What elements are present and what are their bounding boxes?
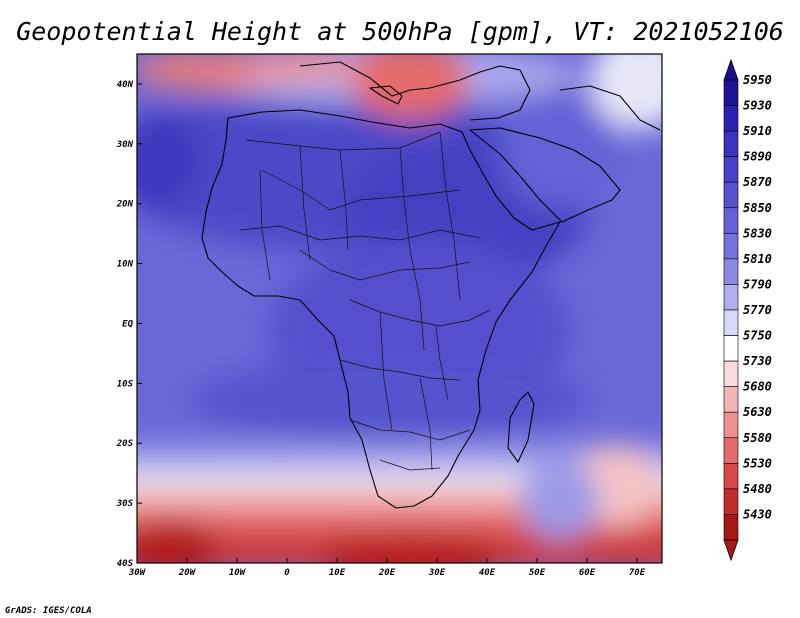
colorbar-label: 5750 bbox=[743, 329, 772, 343]
colorbar-swatch bbox=[723, 181, 739, 209]
country-borders bbox=[239, 131, 491, 471]
lat-tick-label: 10N bbox=[117, 260, 134, 270]
grads-credit: GrADS: IGES/COLA bbox=[5, 606, 92, 616]
lon-tick-label: 10E bbox=[329, 568, 346, 578]
lat-tick-label: 20N bbox=[116, 200, 134, 210]
colorbar-swatch bbox=[723, 105, 739, 132]
lat-tick-label: EQ bbox=[122, 319, 133, 329]
colorbar-label: 5770 bbox=[743, 303, 772, 317]
colorbar: 5950 5930 5910 5890 5870 5850 5830 5810 5790 5770… bbox=[723, 58, 772, 562]
colorbar-label: 5430 bbox=[743, 507, 772, 521]
colorbar-swatch bbox=[723, 463, 739, 490]
colorbar-label: 5870 bbox=[743, 175, 772, 189]
colorbar-label: 5830 bbox=[743, 226, 772, 240]
colorbar-label: 5810 bbox=[743, 252, 772, 266]
colorbar-label: 5790 bbox=[743, 277, 772, 291]
colorbar-swatch bbox=[723, 360, 739, 387]
colorbar-swatch bbox=[723, 233, 739, 260]
colorbar-label: 5850 bbox=[743, 201, 772, 215]
lon-tick-label: 30W bbox=[128, 568, 147, 578]
lon-tick-label: 0 bbox=[284, 568, 290, 578]
lon-tick-label: 60E bbox=[579, 568, 596, 578]
lat-tick-label: 40N bbox=[117, 80, 134, 90]
colorbar-swatch bbox=[723, 207, 739, 234]
colorbar-label: 5480 bbox=[743, 482, 772, 496]
longitude-axis: 30W 20W 10W 0 10E 20E 30E 40E 50E 60E 70E bbox=[128, 558, 646, 578]
lat-tick-label: 30N bbox=[116, 140, 134, 150]
colorbar-swatch bbox=[723, 514, 739, 541]
colorbar-label: 5930 bbox=[743, 99, 772, 113]
colorbar-label: 5730 bbox=[743, 354, 772, 368]
colorbar-swatch bbox=[723, 437, 739, 464]
lon-tick-label: 70E bbox=[629, 568, 646, 578]
colorbar-label: 5890 bbox=[743, 150, 772, 164]
colorbar-label: 5580 bbox=[743, 431, 772, 445]
chart-title: Geopotential Height at 500hPa [gpm], VT:… bbox=[16, 17, 784, 46]
lat-tick-label: 20S bbox=[116, 439, 134, 449]
lon-tick-label: 20W bbox=[178, 568, 197, 578]
coastlines bbox=[201, 61, 661, 509]
lon-tick-label: 50E bbox=[529, 568, 546, 578]
plot-frame bbox=[136, 53, 663, 564]
colorbar-swatch bbox=[723, 130, 739, 157]
colorbar-label: 5680 bbox=[743, 380, 772, 394]
colorbar-swatch bbox=[723, 335, 739, 362]
colorbar-swatch bbox=[723, 284, 739, 311]
colorbar-label: 5630 bbox=[743, 405, 772, 419]
geopotential-field bbox=[137, 54, 662, 563]
latitude-axis: 40N 30N 20N 10N EQ 10S 20S 30S 40S bbox=[116, 80, 142, 569]
colorbar-bottom-arrow bbox=[723, 539, 739, 562]
colorbar-label: 5910 bbox=[743, 124, 772, 138]
colorbar-swatch bbox=[723, 156, 739, 183]
colorbar-top-arrow bbox=[723, 58, 739, 81]
colorbar-swatch bbox=[723, 258, 739, 285]
colorbar-swatch bbox=[723, 411, 739, 439]
colorbar-swatch bbox=[723, 386, 739, 413]
lon-tick-label: 30E bbox=[428, 568, 446, 578]
colorbar-swatch bbox=[723, 309, 739, 336]
lat-tick-label: 10S bbox=[117, 379, 134, 389]
lon-tick-label: 10W bbox=[229, 568, 247, 578]
lon-tick-label: 20E bbox=[378, 568, 396, 578]
lon-tick-label: 40E bbox=[479, 568, 496, 578]
colorbar-swatch bbox=[723, 79, 739, 106]
lat-tick-label: 30S bbox=[116, 499, 134, 509]
lat-tick-label: 40S bbox=[117, 559, 134, 569]
colorbar-label: 5530 bbox=[743, 456, 772, 470]
colorbar-swatch bbox=[723, 488, 739, 515]
colorbar-label: 5950 bbox=[743, 73, 772, 87]
